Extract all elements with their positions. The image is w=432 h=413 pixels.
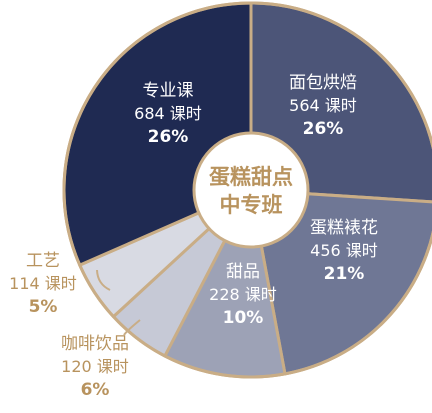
slice-percent-label-5: 26% [148, 127, 189, 147]
slice-percent-label-4: 5% [29, 297, 58, 317]
pie-outline [62, 1, 432, 379]
slice-name-label-4: 工艺 [26, 251, 60, 271]
leader-line-4 [96, 269, 111, 291]
slice-hours-label-2: 228 课时 [209, 285, 277, 304]
slice-hours-label-1: 456 课时 [310, 241, 378, 260]
slice-percent-label-2: 10% [223, 308, 264, 328]
slice-hours-label-4: 114 课时 [9, 274, 77, 293]
slice-percent-label-0: 26% [303, 119, 344, 139]
slice-name-label-2: 甜品 [226, 262, 260, 282]
slice-hours-label-0: 564 课时 [289, 96, 357, 115]
slice-labels: 面包烘焙 564 课时 26% 蛋糕裱花 456 课时 21% 甜品 228 课时 10% 咖啡饮… [9, 73, 378, 400]
slice-name-label-3: 咖啡饮品 [61, 334, 129, 354]
slice-name-label-1: 蛋糕裱花 [310, 218, 378, 238]
slice-name-label-0: 面包烘焙 [289, 73, 357, 93]
center-label-line-1: 中专班 [220, 193, 283, 217]
leader-line-3 [123, 319, 141, 336]
slice-name-label-5: 专业课 [143, 81, 194, 101]
slice-hours-label-5: 684 课时 [134, 104, 202, 123]
slice-hours-label-3: 120 课时 [61, 357, 129, 376]
center-label-line-0: 蛋糕甜点 [209, 165, 293, 189]
slice-percent-label-1: 21% [324, 264, 365, 284]
center-circle [192, 131, 310, 249]
slice-percent-label-3: 6% [81, 380, 110, 400]
